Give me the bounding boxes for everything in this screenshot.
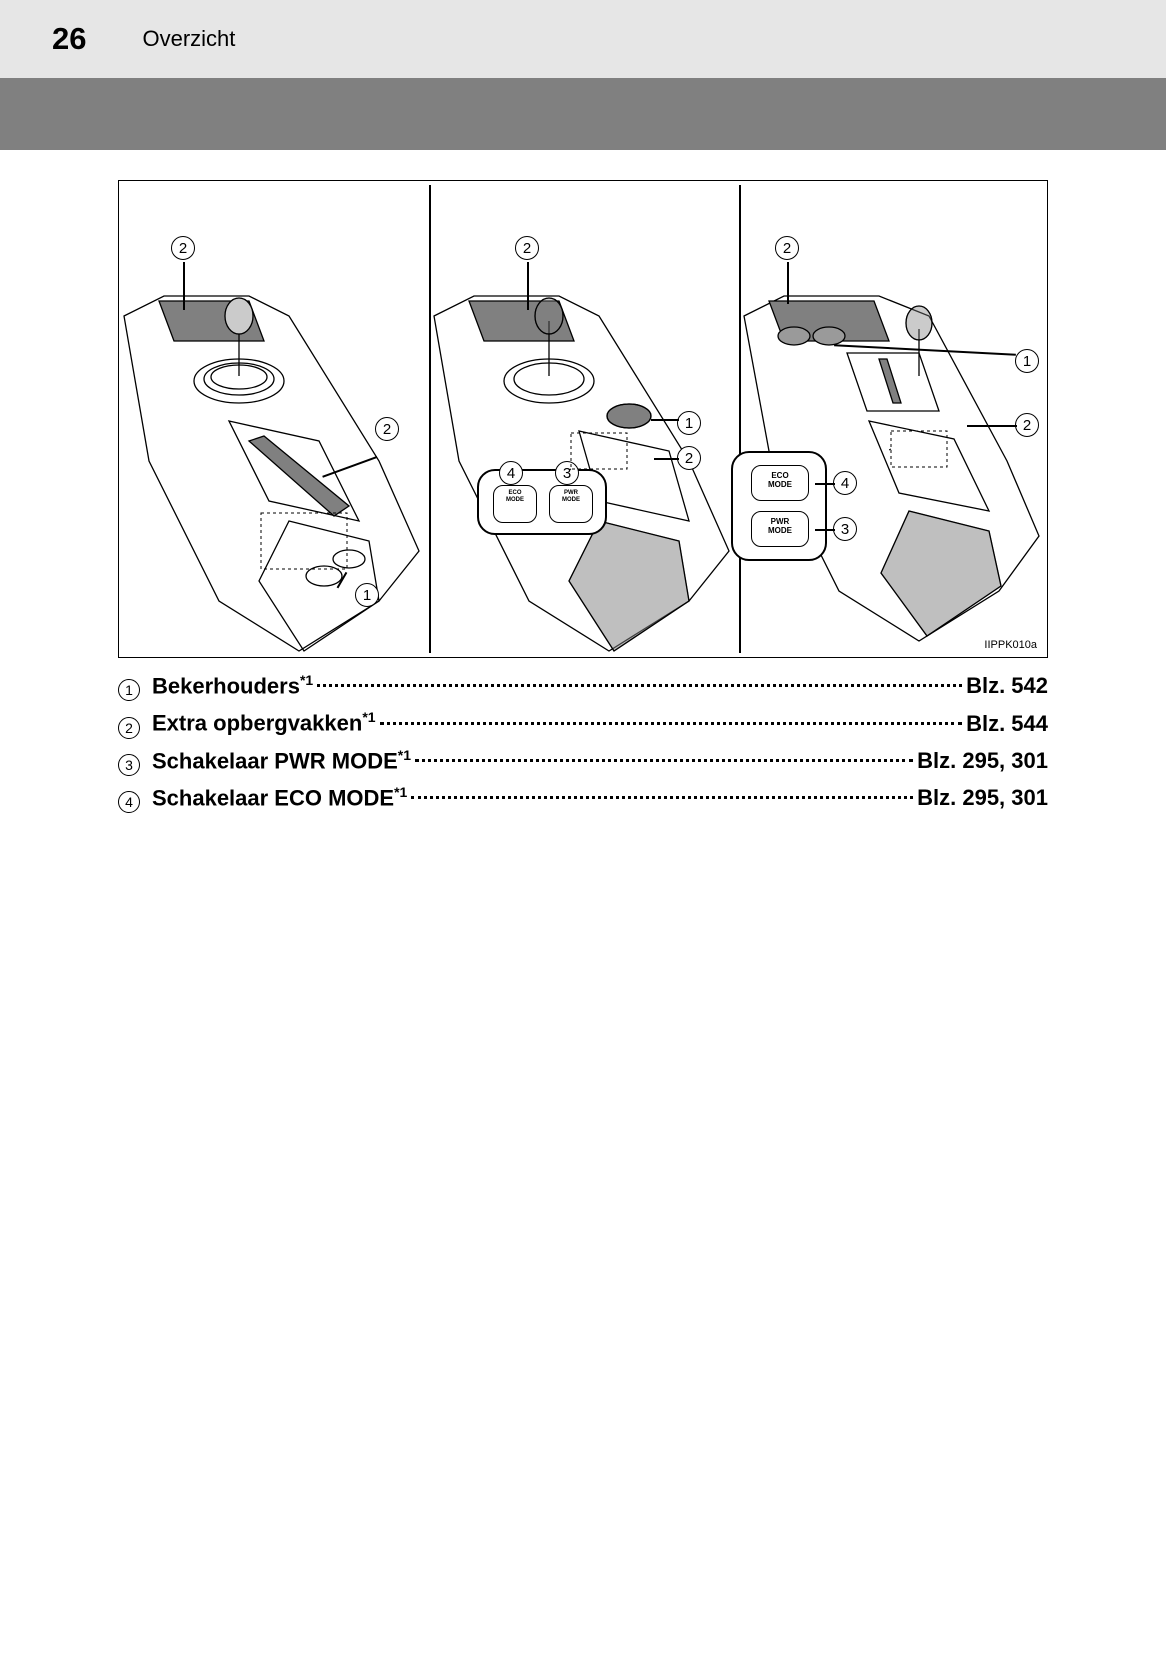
callout-line (651, 419, 679, 421)
callout-3b: 3 (833, 517, 857, 541)
callout-line (183, 262, 185, 310)
callout-1a: 1 (355, 583, 379, 607)
callout-line (967, 425, 1017, 427)
legend-label-3: Schakelaar PWR MODE*1 (152, 747, 411, 774)
legend-page-1: Blz. 542 (966, 673, 1048, 699)
legend-page-3: Blz. 295, 301 (917, 748, 1048, 774)
legend-page-2: Blz. 544 (966, 711, 1048, 737)
eco-mode-btn: ECOMODE (493, 485, 537, 523)
page-number: 26 (52, 21, 86, 57)
callout-2a: 2 (171, 236, 195, 260)
callout-line (654, 458, 679, 460)
pwr-mode-btn-3: PWRMODE (751, 511, 809, 547)
callout-2d: 2 (677, 446, 701, 470)
mode-detail-2: ECOMODE PWRMODE (477, 469, 607, 535)
legend-label-2: Extra opbergvakken*1 (152, 709, 376, 736)
panel-2: 2 1 2 ECOMODE PWRMODE 4 3 (429, 181, 739, 657)
callout-2b: 2 (375, 417, 399, 441)
legend-num-3: 3 (118, 754, 140, 776)
section-title: Overzicht (142, 26, 235, 52)
legend-num-4: 4 (118, 791, 140, 813)
callout-line (787, 262, 789, 304)
legend-num-1: 1 (118, 679, 140, 701)
legend: 1 Bekerhouders*1 Blz. 542 2 Extra opberg… (118, 672, 1048, 811)
figure-box: 2 2 1 (118, 180, 1048, 658)
grey-band (0, 78, 1166, 150)
leader-dots (380, 722, 963, 725)
mode-detail-3: ECOMODE PWRMODE (731, 451, 827, 561)
callout-2e: 2 (775, 236, 799, 260)
pwr-mode-btn: PWRMODE (549, 485, 593, 523)
content-area: 2 2 1 (0, 150, 1166, 811)
callout-1b: 1 (677, 411, 701, 435)
legend-row-3: 3 Schakelaar PWR MODE*1 Blz. 295, 301 (118, 747, 1048, 774)
legend-row-2: 2 Extra opbergvakken*1 Blz. 544 (118, 709, 1048, 736)
legend-page-4: Blz. 295, 301 (917, 785, 1048, 811)
panel-1: 2 2 1 (119, 181, 429, 657)
callout-2f: 2 (1015, 413, 1039, 437)
detail-dash-1 (259, 511, 349, 571)
callout-4a: 4 (499, 461, 523, 485)
callout-2c: 2 (515, 236, 539, 260)
callout-line (815, 483, 835, 485)
callout-1c: 1 (1015, 349, 1039, 373)
detail-dash-2 (569, 431, 629, 471)
leader-dots (411, 796, 913, 799)
figure-id: IIPPK010a (984, 639, 1037, 651)
legend-num-2: 2 (118, 717, 140, 739)
eco-mode-btn-3: ECOMODE (751, 465, 809, 501)
page-header: 26 Overzicht (0, 0, 1166, 78)
callout-4b: 4 (833, 471, 857, 495)
legend-label-1: Bekerhouders*1 (152, 672, 313, 699)
legend-row-1: 1 Bekerhouders*1 Blz. 542 (118, 672, 1048, 699)
callout-line (815, 529, 835, 531)
detail-dash-3 (889, 429, 949, 469)
legend-label-4: Schakelaar ECO MODE*1 (152, 784, 407, 811)
leader-dots (317, 684, 962, 687)
legend-row-4: 4 Schakelaar ECO MODE*1 Blz. 295, 301 (118, 784, 1048, 811)
callout-line (527, 262, 529, 310)
panel-3: 2 1 2 ECOMODE PWRMODE 4 3 (739, 181, 1049, 657)
leader-dots (415, 759, 913, 762)
